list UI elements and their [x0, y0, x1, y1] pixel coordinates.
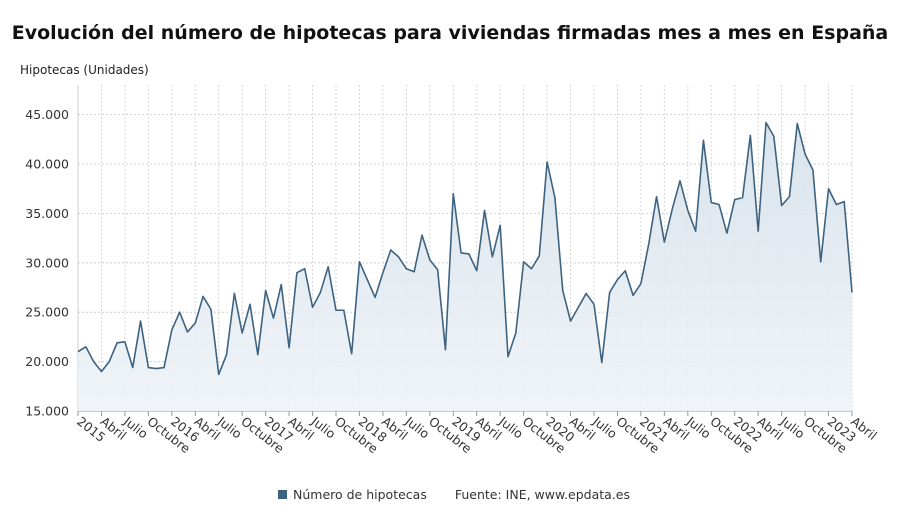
- chart-title: Evolución del número de hipotecas para v…: [11, 22, 889, 44]
- x-tick-labels: 2015AbrilJulioOctubre2016AbrilJulioOctub…: [74, 413, 880, 456]
- x-tick-label: Julio: [496, 413, 527, 442]
- y-tick-label: 30.000: [25, 255, 69, 270]
- legend-label: Número de hipotecas: [293, 487, 427, 502]
- legend: Número de hipotecas Fuente: INE, www.epd…: [278, 487, 630, 502]
- series-line: [77, 121, 853, 376]
- y-axis-label: Hipotecas (Unidades): [20, 63, 149, 77]
- x-tick-label: Julio: [214, 413, 245, 442]
- x-tick-label: Julio: [683, 413, 714, 442]
- y-tick-label: 15.000: [25, 404, 69, 419]
- y-tick-label: 25.000: [25, 305, 69, 320]
- y-tick-label: 20.000: [25, 354, 69, 369]
- series-group: [77, 121, 853, 411]
- y-tick-label: 40.000: [25, 157, 69, 172]
- series-area: [78, 122, 852, 411]
- source-note: Fuente: INE, www.epdata.es: [454, 487, 630, 502]
- y-tick-label: 45.000: [25, 107, 69, 122]
- x-tick-label: Julio: [308, 413, 339, 442]
- legend-swatch: [278, 490, 287, 499]
- x-tick-label: Julio: [589, 413, 620, 442]
- y-tick-labels: 15.000 20.000 25.000 30.000 35.000 40.000 45.0…: [25, 107, 69, 418]
- x-tick-label: Julio: [402, 413, 433, 442]
- y-tick-label: 35.000: [25, 206, 69, 221]
- x-tick-label: Julio: [120, 413, 151, 442]
- x-tick-label: Julio: [777, 413, 808, 442]
